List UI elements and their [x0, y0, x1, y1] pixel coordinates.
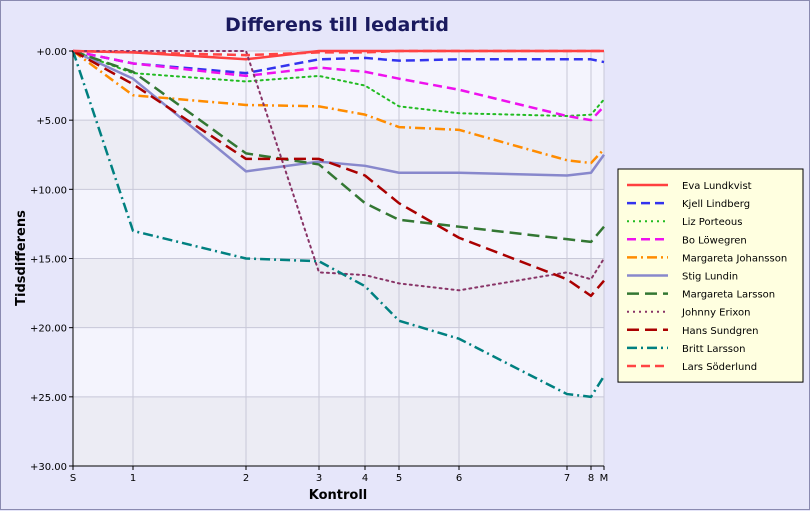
- y-tick-label: +30.00: [30, 462, 67, 473]
- legend-label: Margareta Johansson: [682, 253, 787, 264]
- plot-band: [73, 258, 604, 328]
- series-line: [72, 49, 605, 165]
- legend-label: Johnny Erixon: [681, 308, 750, 319]
- plot-band: [73, 327, 604, 397]
- y-tick-label: +25.00: [30, 393, 67, 404]
- x-tick-label: 4: [362, 473, 368, 484]
- series-line: [72, 50, 605, 292]
- series-line: [72, 50, 605, 118]
- x-tick-label: 2: [243, 473, 249, 484]
- x-tick-label: 6: [456, 473, 462, 484]
- x-tick-label: 1: [130, 473, 136, 484]
- legend-label: Lars Söderlund: [682, 362, 757, 373]
- legend-label: Kjell Lindberg: [682, 199, 750, 210]
- series-line: [72, 49, 605, 298]
- series-line: [72, 49, 604, 57]
- x-tick-label: M: [600, 473, 609, 484]
- series-line: [72, 49, 606, 177]
- series-layer: [71, 49, 606, 399]
- chart-title: Differens till ledartid: [225, 14, 449, 36]
- x-tick-label: 8: [588, 473, 594, 484]
- series-line: [72, 49, 605, 75]
- y-tick-label: +0.00: [36, 47, 67, 58]
- y-tick-label: +15.00: [30, 255, 67, 266]
- y-axis-title: Tidsdifferens: [14, 210, 29, 306]
- y-tick-label: +10.00: [30, 185, 67, 196]
- legend-label: Britt Larsson: [682, 344, 745, 355]
- legend-label: Liz Porteous: [682, 217, 742, 228]
- legend-label: Hans Sundgren: [682, 326, 758, 337]
- tick-labels: +0.00 +5.00 +10.00 +15.00 +20.00 +25.00 +30.00…: [30, 47, 608, 484]
- x-axis-title: Kontroll: [309, 488, 368, 503]
- legend-label: Eva Lundkvist: [682, 181, 752, 192]
- x-tick-label: 3: [316, 473, 322, 484]
- series-line: [72, 49, 605, 244]
- legend: Eva Lundkvist Kjell Lindberg Liz Porteous B…: [617, 168, 804, 383]
- y-tick-label: +20.00: [30, 324, 67, 335]
- legend-label: Stig Lundin: [682, 272, 738, 283]
- plot-band: [73, 189, 604, 259]
- x-tick-label: S: [70, 473, 76, 484]
- plot-band: [73, 396, 604, 466]
- plot-band: [73, 120, 604, 190]
- plot-bands: [73, 51, 604, 466]
- x-tick-label: 7: [564, 473, 570, 484]
- legend-label: Margareta Larsson: [682, 290, 775, 301]
- series-line: [72, 49, 605, 122]
- legend-label: Bo Löwegren: [682, 235, 747, 246]
- x-tick-label: 5: [396, 473, 402, 484]
- series-line: [71, 50, 606, 399]
- y-tick-label: +5.00: [36, 116, 67, 127]
